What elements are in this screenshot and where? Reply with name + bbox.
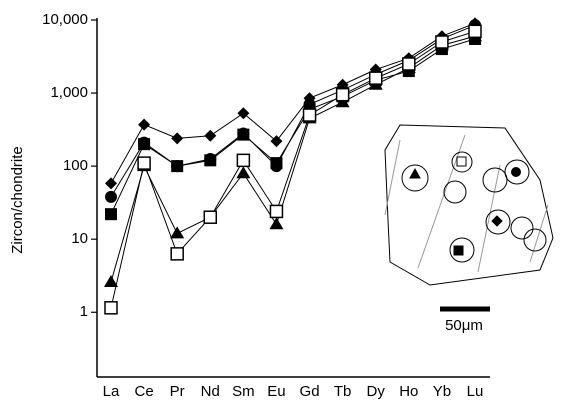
series-line [110,22,476,184]
marker [237,128,250,141]
x-tick-label: Pr [170,383,185,400]
series-line [110,38,476,215]
x-tick-label: Ho [399,383,418,400]
marker [236,153,251,168]
marker [269,204,284,219]
x-tick-label: Sm [232,383,255,400]
y-tick-label: 1,000 [50,84,88,101]
marker [269,217,284,230]
marker [435,35,449,49]
y-tick-label: 10 [71,230,88,247]
marker [468,24,482,39]
x-tick-label: La [103,383,120,400]
marker [270,157,283,170]
x-tick-label: Lu [467,383,484,400]
inset-grain [384,124,554,286]
marker [368,71,383,85]
y-axis-label: Zircon/chondrite [9,146,26,254]
series-line [110,30,476,308]
x-tick-label: Yb [433,383,451,400]
marker [104,274,118,287]
marker [171,132,184,145]
marker [335,87,350,102]
y-tick-label: 10,000 [42,11,88,28]
marker [204,129,217,142]
marker [204,154,217,167]
x-tick-label: Ce [134,383,153,400]
y-tick-label: 100 [63,157,88,174]
marker [105,177,117,190]
marker [170,226,185,239]
marker [138,138,151,151]
marker [402,57,416,71]
series-line [110,35,476,283]
marker [105,208,117,221]
marker [104,301,118,315]
marker [302,108,317,122]
x-tick-label: Nd [201,383,220,400]
x-tick-label: Eu [267,383,285,400]
x-tick-label: Tb [334,383,352,400]
marker [171,160,184,173]
marker [170,247,184,261]
marker [237,107,250,120]
scale-label: 50μm [445,317,483,334]
marker [236,166,251,179]
y-tick-label: 1 [80,303,88,320]
marker [138,118,151,131]
marker [270,135,283,148]
marker [105,190,117,203]
marker [203,210,218,224]
x-tick-label: Dy [367,383,386,400]
x-tick-label: Gd [300,383,320,400]
marker [137,156,151,170]
